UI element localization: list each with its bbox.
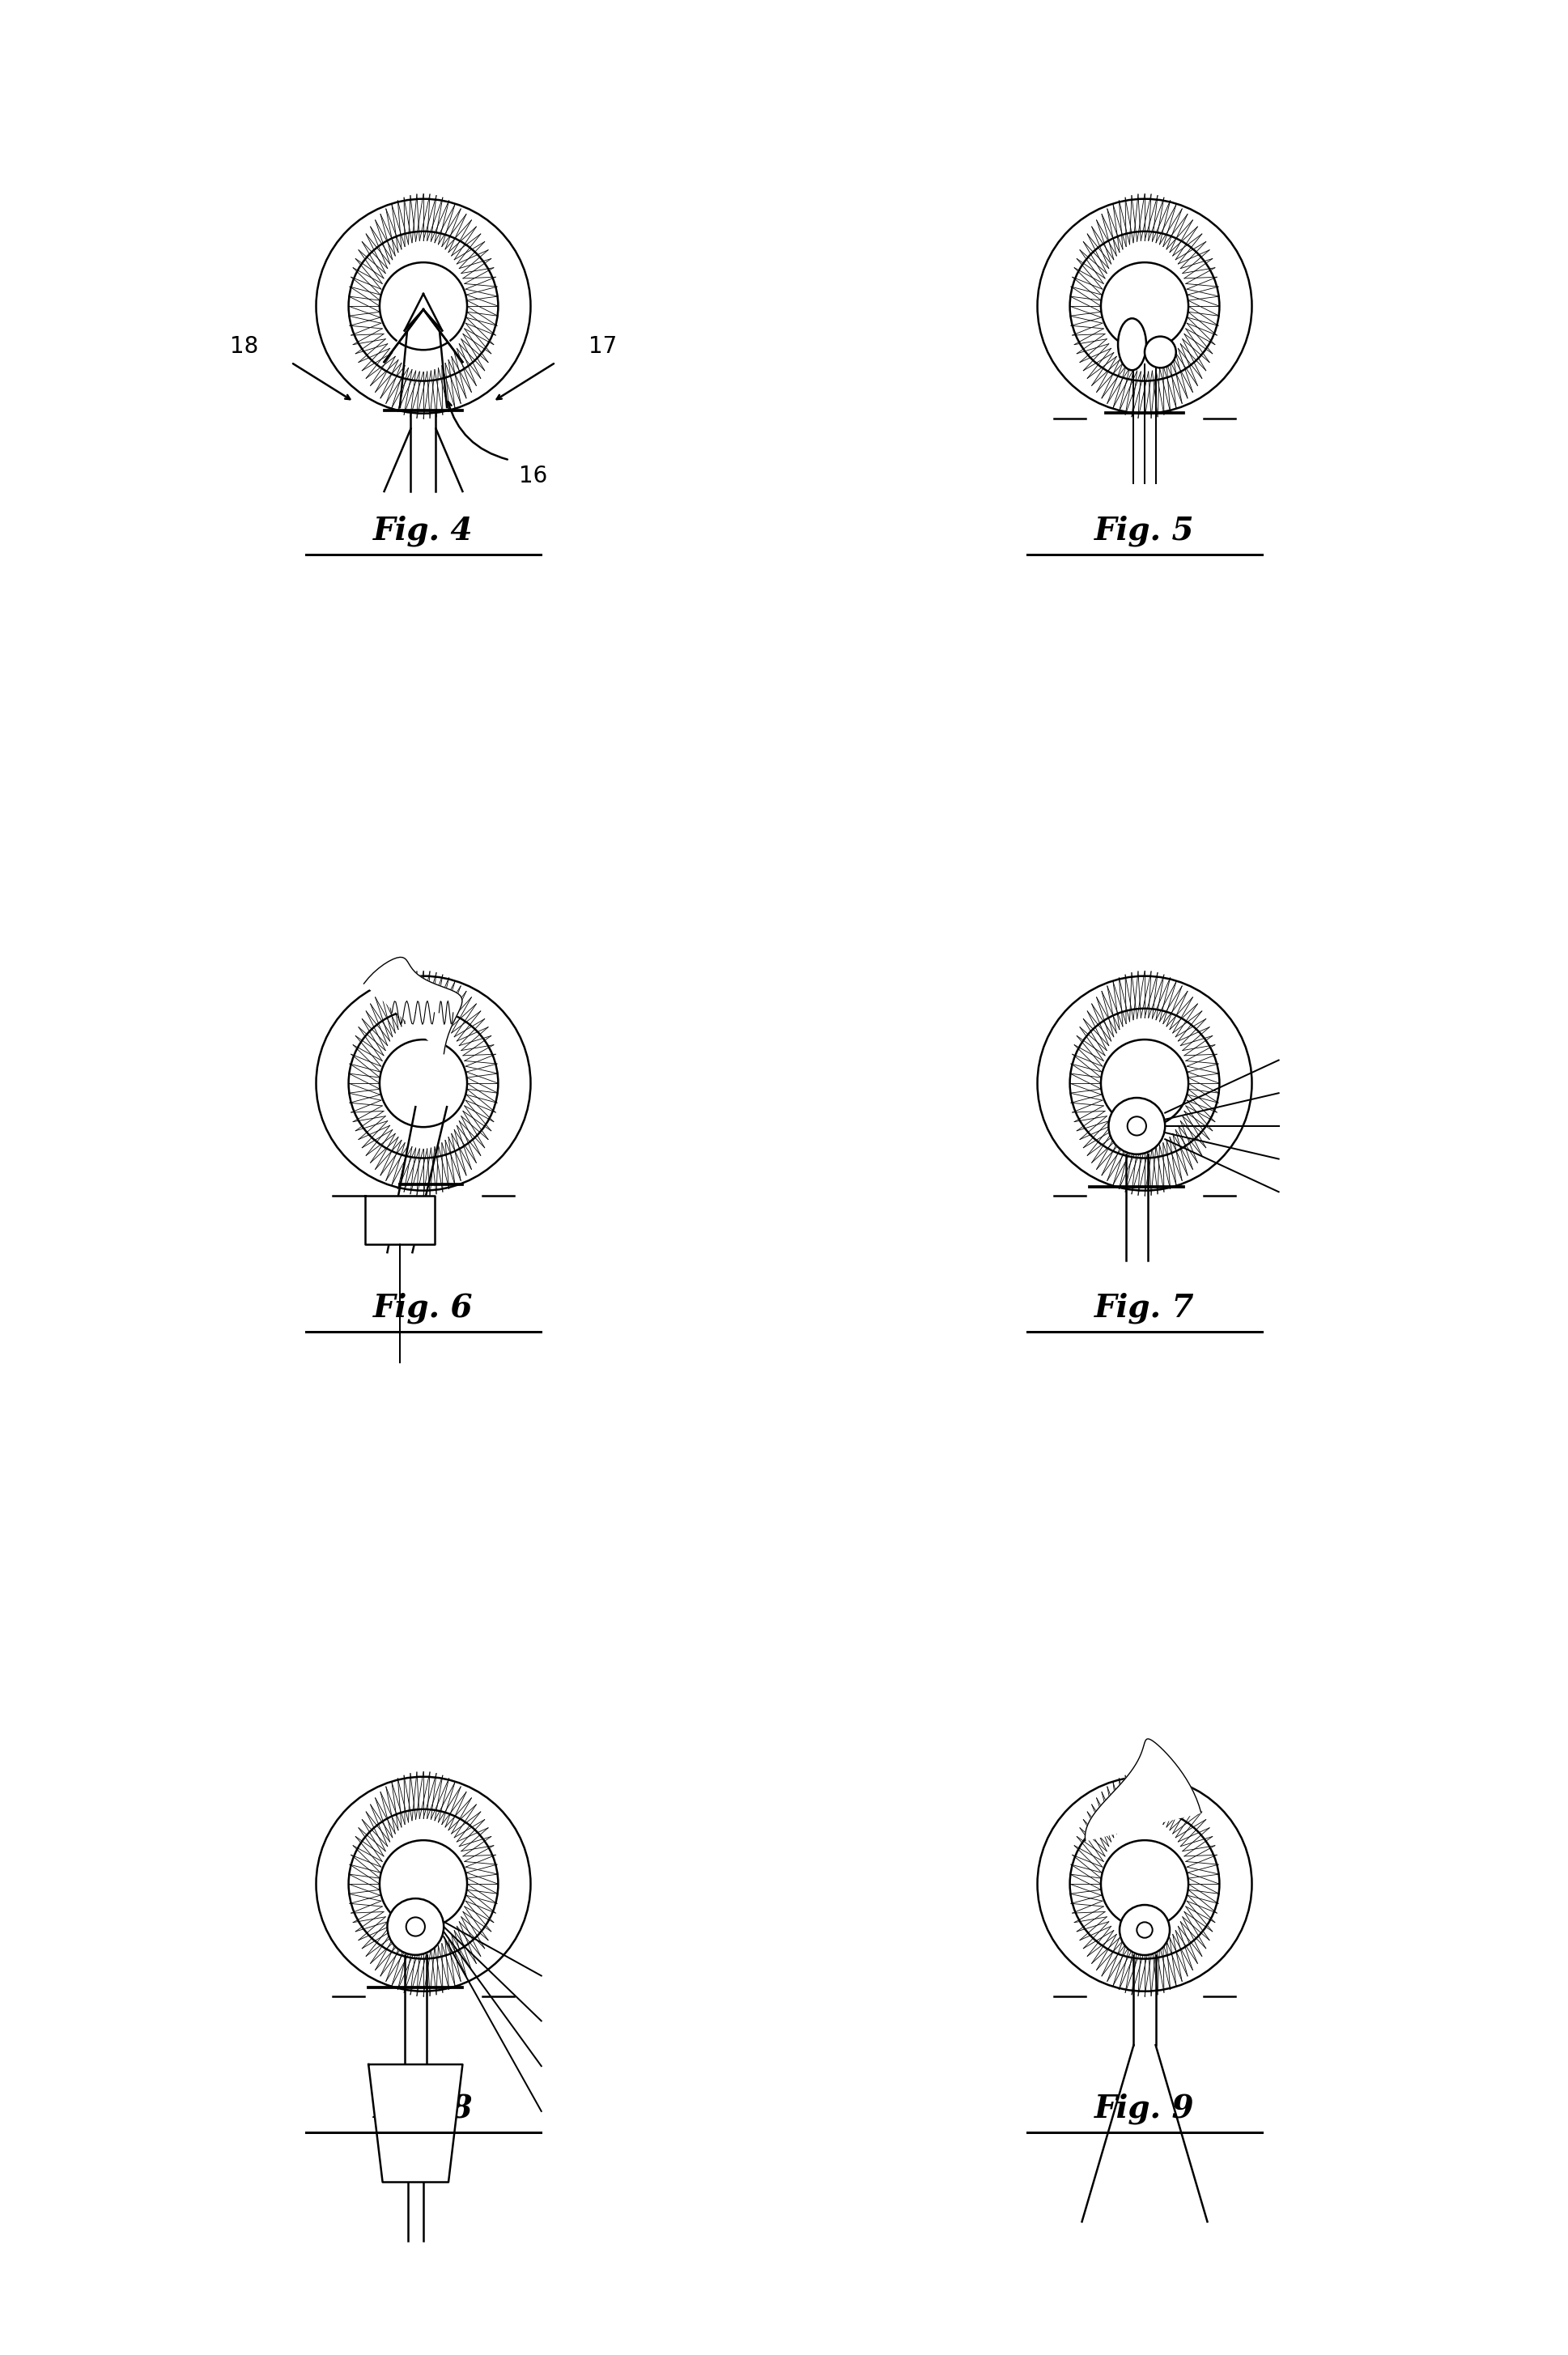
Circle shape xyxy=(1101,1839,1189,1929)
Text: Fig. 5: Fig. 5 xyxy=(1094,516,1195,546)
Circle shape xyxy=(1069,1008,1220,1159)
Circle shape xyxy=(1038,1776,1251,1992)
Text: Fig. 4: Fig. 4 xyxy=(373,516,474,546)
Circle shape xyxy=(1101,261,1189,351)
Circle shape xyxy=(379,261,467,351)
Circle shape xyxy=(1101,1039,1189,1128)
Text: 16: 16 xyxy=(519,464,547,487)
Ellipse shape xyxy=(1118,318,1146,370)
Polygon shape xyxy=(384,294,463,363)
Polygon shape xyxy=(364,956,463,1053)
Circle shape xyxy=(406,1917,425,1936)
Polygon shape xyxy=(365,1196,434,1243)
Circle shape xyxy=(379,1039,467,1128)
Circle shape xyxy=(1038,975,1251,1192)
Circle shape xyxy=(348,231,499,382)
Text: Fig. 9: Fig. 9 xyxy=(1094,2094,1195,2124)
Circle shape xyxy=(317,1776,530,1992)
Text: Fig. 8: Fig. 8 xyxy=(373,2094,474,2124)
Text: Fig. 6: Fig. 6 xyxy=(373,1293,474,1324)
Circle shape xyxy=(1069,231,1220,382)
Circle shape xyxy=(317,198,530,414)
Circle shape xyxy=(387,1898,444,1955)
Circle shape xyxy=(1069,1809,1220,1959)
Circle shape xyxy=(1137,1922,1152,1938)
Circle shape xyxy=(1109,1097,1165,1154)
Circle shape xyxy=(348,1008,499,1159)
Polygon shape xyxy=(368,2065,463,2183)
Polygon shape xyxy=(1085,1738,1201,1842)
Text: 18: 18 xyxy=(230,334,259,358)
Circle shape xyxy=(1038,198,1251,414)
Circle shape xyxy=(379,1839,467,1929)
Circle shape xyxy=(1127,1116,1146,1135)
Circle shape xyxy=(348,1809,499,1959)
Circle shape xyxy=(317,975,530,1192)
Text: Fig. 7: Fig. 7 xyxy=(1094,1293,1195,1324)
Text: 17: 17 xyxy=(588,334,616,358)
Circle shape xyxy=(1145,337,1176,367)
Circle shape xyxy=(1120,1905,1170,1955)
